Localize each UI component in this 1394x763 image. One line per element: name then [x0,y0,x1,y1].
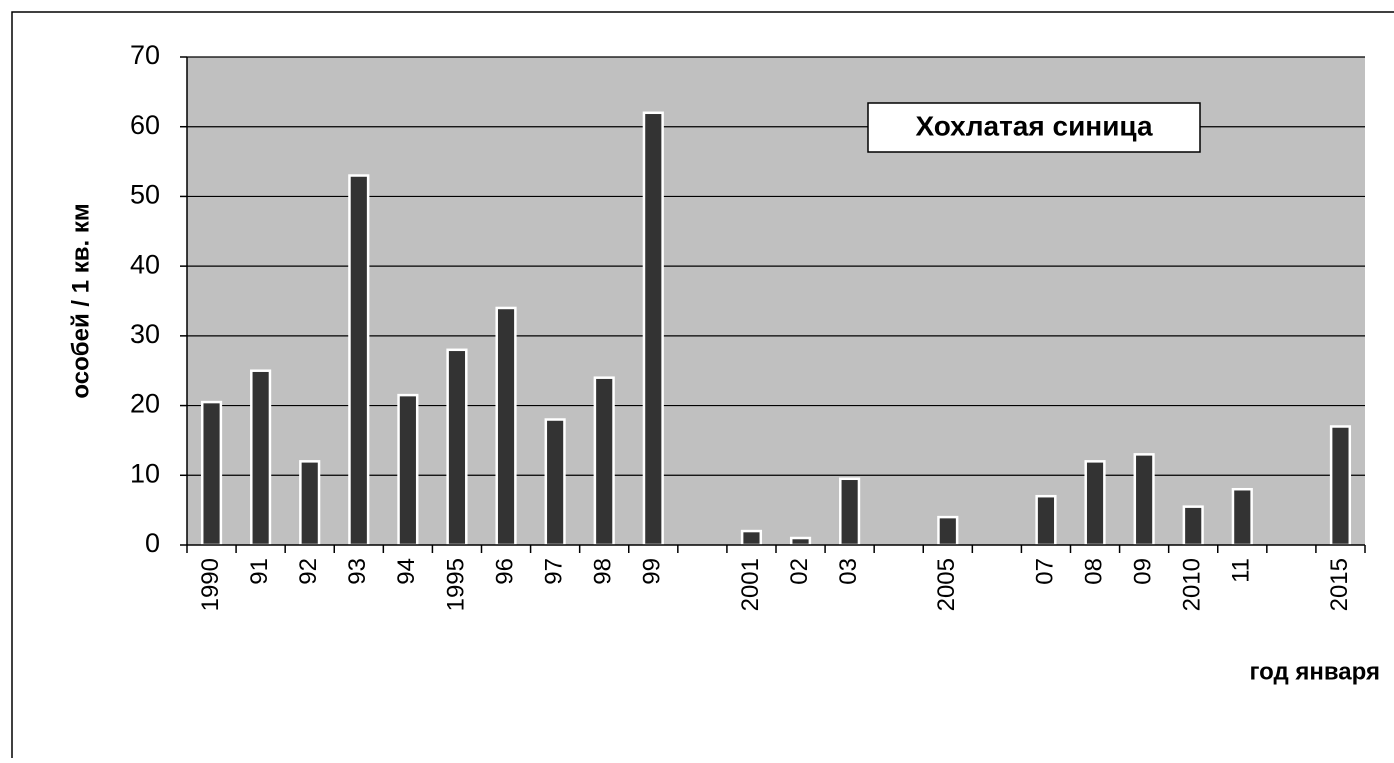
x-tick-label: 93 [344,558,371,585]
bar [1329,425,1352,547]
y-tick-label: 0 [145,528,160,558]
frame [11,11,1394,763]
chart-title: Хохлатая синица [915,110,1153,141]
x-axis-label: год января [1249,658,1380,685]
y-tick-label: 70 [130,40,160,70]
bar [789,536,812,547]
x-tick-label: 07 [1031,558,1058,585]
y-tick-label: 60 [130,110,160,140]
x-tick-label: 96 [491,558,518,585]
x-tick-label: 2005 [933,558,960,611]
x-tick-label: 94 [393,558,420,585]
bar [250,369,272,547]
y-tick-label: 20 [130,389,160,419]
bar [446,348,468,547]
bar [200,400,223,547]
x-tick-label: 1990 [197,558,224,611]
bar [642,111,664,547]
bar [1133,453,1155,547]
y-tick-label: 50 [130,180,160,210]
x-tick-label: 2015 [1326,558,1353,611]
bar [1035,494,1057,547]
x-tick-label: 08 [1080,558,1107,585]
bar [839,477,861,547]
y-tick-label: 40 [130,249,160,279]
y-tick-label: 10 [130,458,160,488]
x-tick-label: 11 [1228,558,1255,583]
x-tick-label: 2001 [737,558,764,611]
bar [937,515,959,547]
x-tick-label: 92 [295,558,322,585]
bar [740,529,763,547]
x-tick-label: 1995 [442,558,469,611]
x-tick-label: 03 [835,558,862,585]
x-tick-label: 91 [246,558,273,585]
bar [495,306,517,547]
x-tick-label: 09 [1129,558,1156,585]
x-tick-label: 02 [786,558,813,585]
x-tick-label: 2010 [1179,558,1206,611]
bar [1231,487,1253,547]
bar [593,376,615,547]
x-tick-label: 99 [639,558,666,585]
x-tick-label: 98 [590,558,617,585]
y-tick-label: 30 [130,319,160,349]
bar [397,393,419,547]
bar [544,418,566,547]
bar [299,460,321,547]
legend-box [867,102,1201,153]
bar [1182,505,1204,547]
bar [348,174,370,547]
y-axis-label: особей / 1 кв. км [67,203,94,398]
bar [1084,460,1106,547]
x-tick-label: 97 [540,558,567,585]
